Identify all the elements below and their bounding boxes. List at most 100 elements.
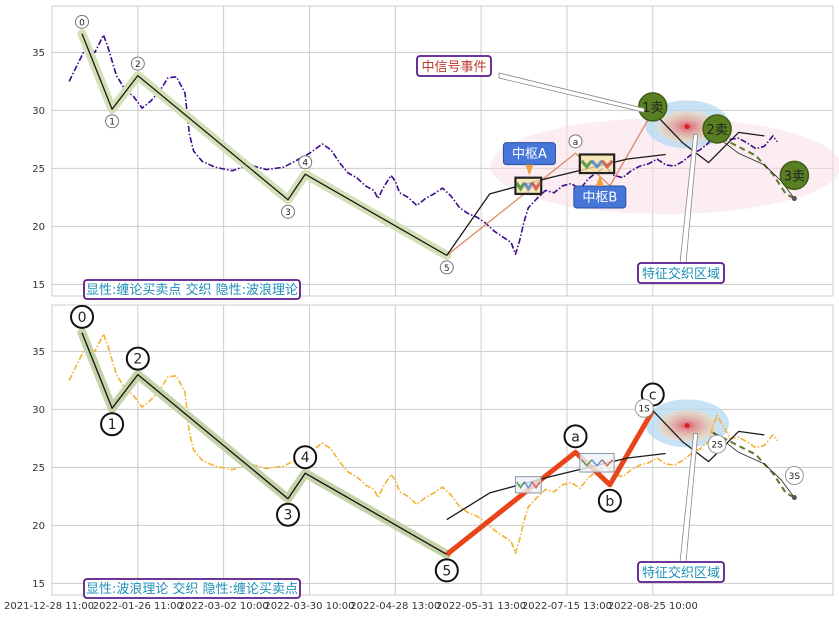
top-series-1 [81,33,448,256]
top-zhongshu-stroke-0-1 [523,181,534,192]
bottom-panel: 0 1 2 3 4 5 a b c 1S 2S 3S 15 20 25 30 35 显性:波浪理论 交织 隐… [32,304,834,599]
x-tick-label-5: 2022-05-31 13:00 [436,601,526,612]
bottom-wave-circle-6 [563,424,588,449]
top-wave-circle-3 [281,204,296,219]
bottom-series-6 [712,432,795,498]
bottom-series [68,328,797,559]
bottom-wave-circle-7 [597,488,622,513]
top-wave-circle-2 [130,56,145,71]
top-zhongshu-stroke-1-2 [600,159,614,170]
bottom-wave-circle-2 [125,346,150,371]
bottom-background-shapes [645,399,730,448]
bottom-zhongshu-box-1 [579,452,615,473]
bottom-signal-circle-1 [707,434,727,454]
top-wave-label-2: 2 [135,60,141,70]
top-panel-title: 显性:缠论买卖点 交织 隐性:波浪理论 [86,282,298,298]
bottom-wave-label-6: a [571,429,580,445]
top-series-0 [68,34,778,255]
bottom-wave-circle-5 [434,558,459,583]
bottom-series-4 [652,410,765,463]
bottom-wave-labels: 0 1 2 3 4 5 a b c [70,304,665,583]
bottom-series-3 [446,452,666,521]
top-event-box [416,55,492,77]
top-signal-layer: 1卖 2卖 3卖 [638,92,810,191]
bottom-panel-title: 显性:波浪理论 交织 隐性:缠论买卖点 [86,581,298,597]
x-tick-label-6: 2022-07-15 13:00 [522,601,612,612]
bottom-ytick-2: 25 [32,463,45,474]
top-event-arrow [498,72,645,113]
top-signal-label-2: 3卖 [784,169,805,184]
top-wave-label-0: 0 [79,18,85,28]
top-wave-circle-1 [105,114,120,129]
bottom-wave-label-2: 2 [133,352,142,368]
bottom-signal-label-1: 2S [711,441,723,451]
bottom-zhongshu-stroke-0-0 [516,481,526,490]
top-zhongshu-stroke-0-2 [530,181,542,192]
bottom-wave-label-3: 3 [284,508,293,524]
top-zone-label: 特征交织区域 [642,266,720,282]
bottom-ytick-0: 15 [32,579,45,590]
bottom-ytick-1: 20 [32,521,45,532]
top-zone-box [637,262,725,284]
top-wave-circle-4 [298,155,313,170]
top-signal-label-0: 1卖 [642,101,663,116]
top-wave-circle-0 [75,14,90,29]
top-wave-label-1: 1 [109,118,115,128]
top-wave-label-4: 4 [302,159,308,169]
bottom-signal-circle-2 [784,466,804,486]
top-zhongshu-stroke-1-0 [580,159,593,170]
top-projection-end [791,196,797,202]
bottom-zone-box [637,561,725,583]
x-tick-label-0: 2021-12-28 11:00 [4,601,94,612]
top-zhongshu-a-pointer [525,164,534,176]
top-hot-center [684,124,690,130]
bottom-wave-circle-3 [276,502,301,527]
top-series-4 [652,111,765,164]
x-tick-label-3: 2022-03-30 10:00 [264,601,354,612]
bottom-wave-label-5: 5 [442,563,451,579]
bottom-zhongshu-stroke-0-2 [531,481,541,490]
top-wave-label-5: 5 [444,264,450,274]
top-wave-circle-6 [568,134,583,149]
bottom-zhongshu-box-0 [514,476,542,494]
bottom-y-axis: 15 20 25 30 35 [32,347,45,590]
bottom-wave-label-0: 0 [78,310,87,326]
bottom-zhongshu-layer [514,452,615,494]
bottom-wave-circle-0 [70,304,95,329]
x-tick-label-7: 2022-08-25 10:00 [608,601,698,612]
bottom-series-0 [68,333,778,555]
top-ytick-3: 30 [32,106,45,117]
bottom-projection-end [791,495,797,501]
top-signal-circle-2 [779,160,810,191]
top-wave-label-3: 3 [285,208,291,218]
top-series-5 [712,132,795,200]
bottom-title-box [83,578,301,599]
top-ytick-0: 15 [32,280,45,291]
top-zhongshu-b-pointer [595,175,604,187]
bottom-zhongshu-stroke-1-0 [580,459,593,467]
top-annotations: 显性:缠论买卖点 交织 隐性:波浪理论 特征交织区域 中信号事件 [83,55,725,300]
top-zhongshu-box-0 [514,176,543,196]
bottom-signal-label-2: 3S [789,472,801,482]
top-title-box [83,279,301,300]
bottom-annotations: 显性:波浪理论 交织 隐性:缠论买卖点 特征交织区域 [83,433,725,599]
bottom-wave-label-1: 1 [108,417,117,433]
top-y-axis: 15 20 25 30 35 [32,48,45,291]
bottom-signal-label-0: 1S [638,405,650,415]
bottom-ytick-4: 35 [32,347,45,358]
bottom-wave-circle-1 [100,412,125,437]
top-zhongshu-box-1 [578,153,616,175]
bottom-zhongshu-stroke-1-2 [601,459,614,467]
bottom-zone-label: 特征交织区域 [642,565,720,581]
bottom-plot-area [51,304,834,596]
bottom-series-5 [712,431,795,499]
bottom-signal-circle-0 [634,398,654,418]
top-series [68,29,797,260]
top-zhongshu-stroke-1-1 [590,159,604,170]
top-ytick-1: 20 [32,222,45,233]
bottom-zhongshu-stroke-1-1 [591,459,603,467]
x-tick-label-4: 2022-04-28 13:00 [350,601,440,612]
top-wave-circle-5 [439,260,454,275]
